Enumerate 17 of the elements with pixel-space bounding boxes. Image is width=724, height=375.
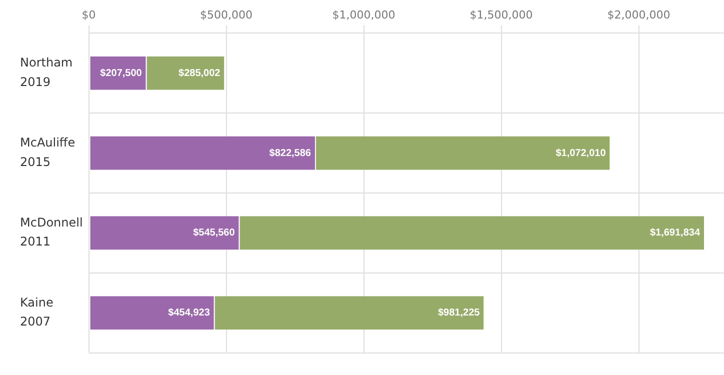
data-label: $545,560 bbox=[193, 228, 236, 239]
y-tick-label: Northam 2019 bbox=[20, 56, 73, 89]
y-tick-label: McDonnell 2011 bbox=[20, 215, 83, 249]
data-label: $207,500 bbox=[100, 68, 142, 79]
y-tick-label: McAuliffe 2015 bbox=[20, 136, 76, 169]
data-label: $822,586 bbox=[269, 148, 312, 159]
x-tick-label: $500,000 bbox=[200, 8, 253, 22]
x-tick-label: $1,000,000 bbox=[332, 8, 396, 22]
x-tick-label: $0 bbox=[82, 8, 96, 22]
data-label: $1,691,834 bbox=[650, 228, 700, 239]
y-tick-label: Kaine 2007 bbox=[20, 295, 54, 329]
data-label: $981,225 bbox=[438, 308, 480, 319]
data-label: $1,072,010 bbox=[556, 148, 606, 159]
x-tick-label: $2,000,000 bbox=[607, 8, 670, 22]
data-label: $285,002 bbox=[178, 68, 221, 79]
data-label: $454,923 bbox=[168, 308, 210, 319]
x-tick-label: $1,500,000 bbox=[470, 8, 533, 22]
